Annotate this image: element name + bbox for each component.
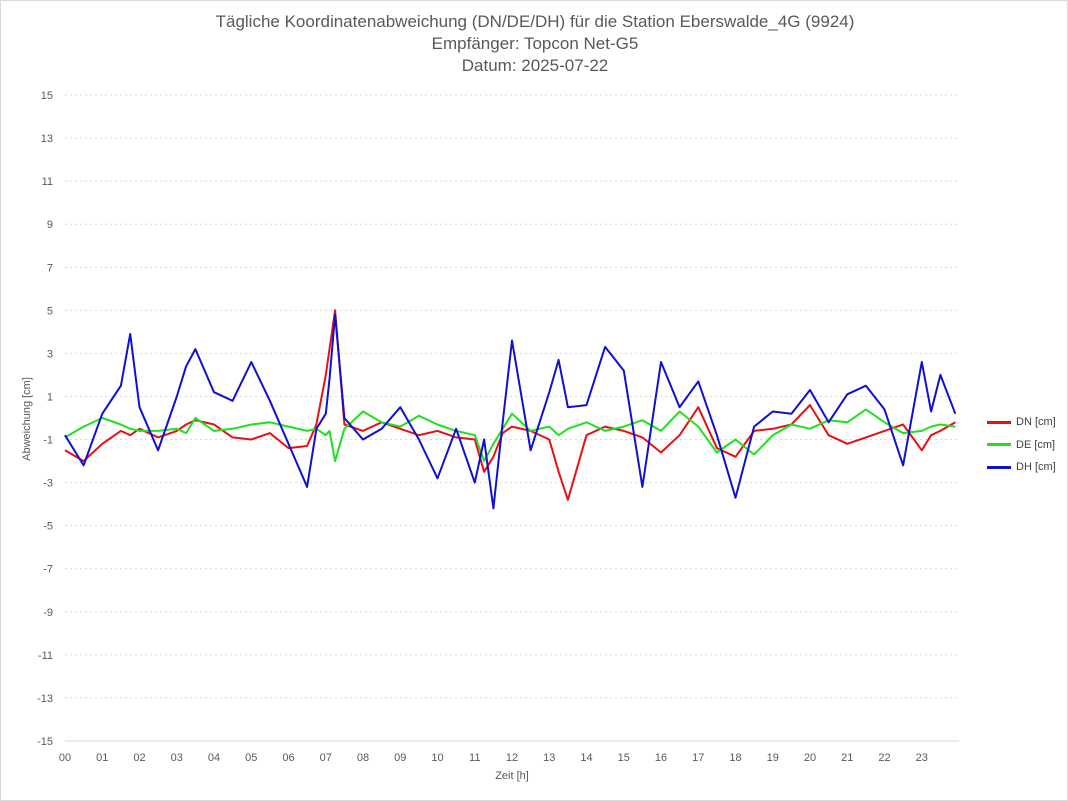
- x-tick-label: 12: [506, 752, 518, 764]
- legend: DN [cm] DE [cm] DH [cm]: [987, 411, 1056, 479]
- y-tick-label: -7: [43, 564, 53, 576]
- x-tick-label: 21: [841, 752, 853, 764]
- x-tick-label: 23: [916, 752, 928, 764]
- legend-label: DH [cm]: [1016, 461, 1056, 474]
- x-axis-tick-labels: 00 01 02 03 04 05 06 07 08 09 10 11 12 13 14 15 16 17 18 19…: [59, 752, 928, 764]
- x-tick-label: 15: [618, 752, 630, 764]
- y-tick-label: 15: [41, 90, 53, 102]
- x-tick-label: 16: [655, 752, 667, 764]
- series-line-dn: [64, 309, 956, 501]
- series-lines: [64, 309, 957, 510]
- x-tick-label: 00: [59, 752, 71, 764]
- legend-swatch: [987, 420, 1011, 424]
- y-tick-label: -3: [43, 478, 53, 490]
- chart-title-line-1: Tägliche Koordinatenabweichung (DN/DE/DH…: [215, 12, 855, 31]
- legend-item-dh: DH [cm]: [987, 456, 1056, 479]
- grid-lines: [65, 94, 959, 742]
- y-tick-label: -5: [43, 521, 53, 533]
- x-tick-label: 13: [543, 752, 555, 764]
- x-tick-label: 11: [469, 752, 480, 764]
- x-tick-label: 22: [878, 752, 890, 764]
- x-tick-label: 06: [282, 752, 294, 764]
- y-tick-label: 11: [42, 176, 53, 188]
- x-tick-label: 03: [171, 752, 183, 764]
- x-tick-label: 20: [804, 752, 816, 764]
- x-tick-label: 10: [431, 752, 443, 764]
- y-tick-label: 9: [47, 219, 53, 231]
- x-tick-label: 04: [208, 752, 220, 764]
- y-axis-tick-labels: 15 13 11 9 7 5 3 1 -1 -3 -5 -7 -9 -11 -13 -15: [37, 90, 53, 748]
- y-tick-label: -13: [37, 693, 53, 705]
- legend-label: DE [cm]: [1016, 438, 1056, 451]
- x-tick-label: 17: [692, 752, 704, 764]
- series-line-de: [64, 408, 956, 463]
- x-tick-label: 05: [245, 752, 257, 764]
- x-tick-label: 07: [320, 752, 332, 764]
- legend-label: DN [cm]: [1016, 416, 1056, 429]
- x-tick-label: 08: [357, 752, 369, 764]
- x-tick-label: 19: [767, 752, 779, 764]
- y-tick-label: 3: [47, 348, 53, 360]
- y-tick-label: -1: [43, 435, 53, 447]
- series-line-dh: [64, 313, 957, 510]
- legend-swatch: [987, 465, 1011, 469]
- y-tick-label: 1: [47, 391, 53, 403]
- x-tick-label: 01: [96, 752, 108, 764]
- chart-title-line-2: Empfänger: Topcon Net-G5: [431, 34, 639, 53]
- y-tick-label: -15: [37, 736, 53, 748]
- x-tick-label: 14: [580, 752, 592, 764]
- y-tick-label: -9: [43, 607, 53, 619]
- x-tick-label: 02: [133, 752, 145, 764]
- y-axis-label: Abweichung [cm]: [21, 377, 33, 461]
- chart-title-line-3: Datum: 2025-07-22: [461, 56, 609, 75]
- legend-item-dn: DN [cm]: [987, 411, 1056, 434]
- y-tick-label: 7: [47, 262, 53, 274]
- legend-swatch: [987, 443, 1011, 447]
- chart-title: Tägliche Koordinatenabweichung (DN/DE/DH…: [1, 11, 1068, 77]
- x-axis-label: Zeit [h]: [495, 770, 529, 782]
- x-tick-label: 18: [729, 752, 741, 764]
- legend-item-de: DE [cm]: [987, 434, 1056, 457]
- y-tick-label: -11: [38, 650, 53, 662]
- x-tick-label: 09: [394, 752, 406, 764]
- y-tick-label: 13: [41, 133, 53, 145]
- y-tick-label: 5: [47, 305, 53, 317]
